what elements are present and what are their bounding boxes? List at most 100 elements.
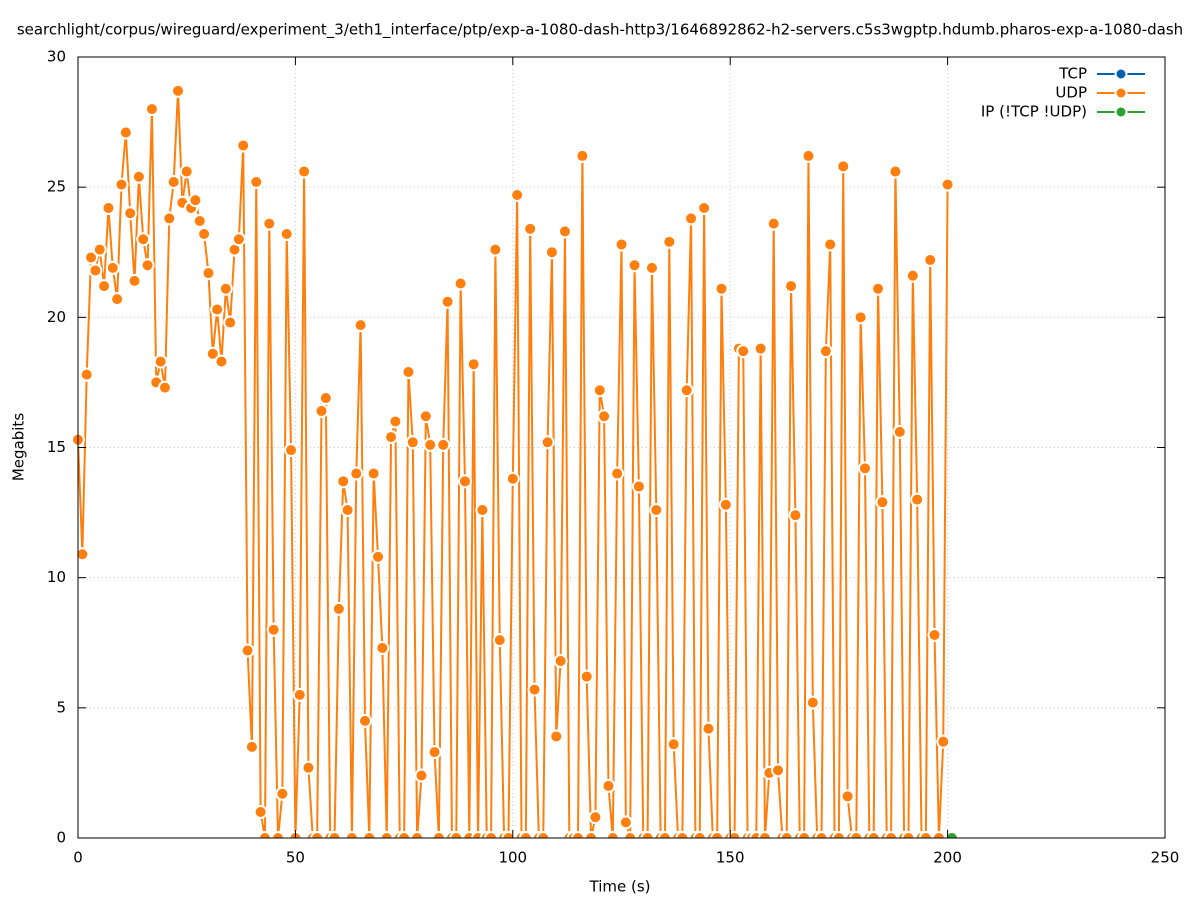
- y-axis-label: Megabits: [10, 413, 28, 481]
- data-point: [510, 187, 525, 202]
- data-point: [536, 831, 551, 838]
- data-point: [179, 164, 194, 179]
- data-point: [466, 357, 481, 372]
- data-point: [518, 831, 533, 838]
- data-point: [223, 315, 238, 330]
- data-point: [657, 831, 672, 838]
- data-point: [488, 242, 503, 257]
- data-point: [410, 831, 425, 838]
- data-point: [75, 547, 90, 562]
- data-point: [553, 653, 568, 668]
- data-point: [79, 367, 94, 382]
- data-point: [475, 502, 490, 517]
- data-point: [692, 831, 707, 838]
- data-point: [327, 831, 342, 838]
- data-point: [427, 745, 442, 760]
- data-point: [314, 404, 329, 419]
- data-point: [414, 768, 429, 783]
- data-point: [214, 354, 229, 369]
- data-point: [805, 695, 820, 710]
- data-point: [684, 211, 699, 226]
- data-point: [544, 245, 559, 260]
- data-point: [788, 508, 803, 523]
- data-point: [418, 409, 433, 424]
- data-point: [840, 789, 855, 804]
- data-point: [253, 804, 268, 819]
- data-point: [127, 273, 142, 288]
- data-point: [736, 344, 751, 359]
- legend-label: UDP: [1055, 84, 1087, 102]
- data-point: [366, 466, 381, 481]
- y-tick-label: 25: [47, 178, 66, 196]
- data-point: [523, 221, 538, 236]
- data-point: [718, 497, 733, 512]
- data-point: [797, 831, 812, 838]
- data-point: [140, 258, 155, 273]
- data-point: [240, 643, 255, 658]
- data-point: [423, 437, 438, 452]
- data-point: [205, 346, 220, 361]
- data-point: [492, 633, 507, 648]
- plot-area: [72, 83, 959, 838]
- data-point: [601, 778, 616, 793]
- data-point: [144, 102, 159, 117]
- data-point: [166, 174, 181, 189]
- data-point: [318, 391, 333, 406]
- data-point: [575, 148, 590, 163]
- data-point: [644, 260, 659, 275]
- data-point: [662, 234, 677, 249]
- data-point: [918, 831, 933, 838]
- legend-marker: [1114, 67, 1128, 81]
- data-point: [527, 682, 542, 697]
- data-point: [401, 365, 416, 380]
- data-point: [853, 310, 868, 325]
- data-point: [927, 627, 942, 642]
- data-point: [357, 713, 372, 728]
- data-point: [97, 279, 112, 294]
- data-point: [257, 831, 272, 838]
- data-point: [153, 354, 168, 369]
- data-point: [784, 279, 799, 294]
- data-point: [666, 737, 681, 752]
- data-point: [244, 739, 259, 754]
- data-point: [292, 687, 307, 702]
- data-point: [375, 640, 390, 655]
- data-point: [88, 263, 103, 278]
- data-point: [431, 831, 446, 838]
- data-point: [266, 622, 281, 637]
- data-point: [136, 232, 151, 247]
- data-point: [814, 831, 829, 838]
- data-point: [584, 831, 599, 838]
- data-point: [92, 242, 107, 257]
- data-point: [836, 159, 851, 174]
- data-point: [236, 138, 251, 153]
- data-point: [249, 174, 264, 189]
- data-point: [766, 216, 781, 231]
- data-point: [884, 831, 899, 838]
- data-point: [353, 318, 368, 333]
- data-point: [757, 831, 772, 838]
- data-point: [679, 383, 694, 398]
- data-point: [501, 831, 516, 838]
- data-point: [84, 250, 99, 265]
- data-point: [649, 502, 664, 517]
- data-point: [162, 211, 177, 226]
- data-point: [301, 760, 316, 775]
- data-point: [262, 216, 277, 231]
- data-point: [623, 831, 638, 838]
- data-point: [849, 831, 864, 838]
- data-point: [192, 214, 207, 229]
- data-point: [275, 786, 290, 801]
- data-point: [271, 831, 286, 838]
- data-point: [714, 281, 729, 296]
- data-point: [557, 224, 572, 239]
- data-point: [118, 125, 133, 140]
- data-point: [388, 414, 403, 429]
- y-tick-label: 0: [56, 829, 66, 847]
- data-point: [114, 177, 129, 192]
- data-point: [218, 281, 233, 296]
- chart-title: searchlight/corpus/wireguard/experiment_…: [17, 21, 1183, 40]
- data-point: [640, 831, 655, 838]
- data-point: [344, 831, 359, 838]
- data-point: [857, 461, 872, 476]
